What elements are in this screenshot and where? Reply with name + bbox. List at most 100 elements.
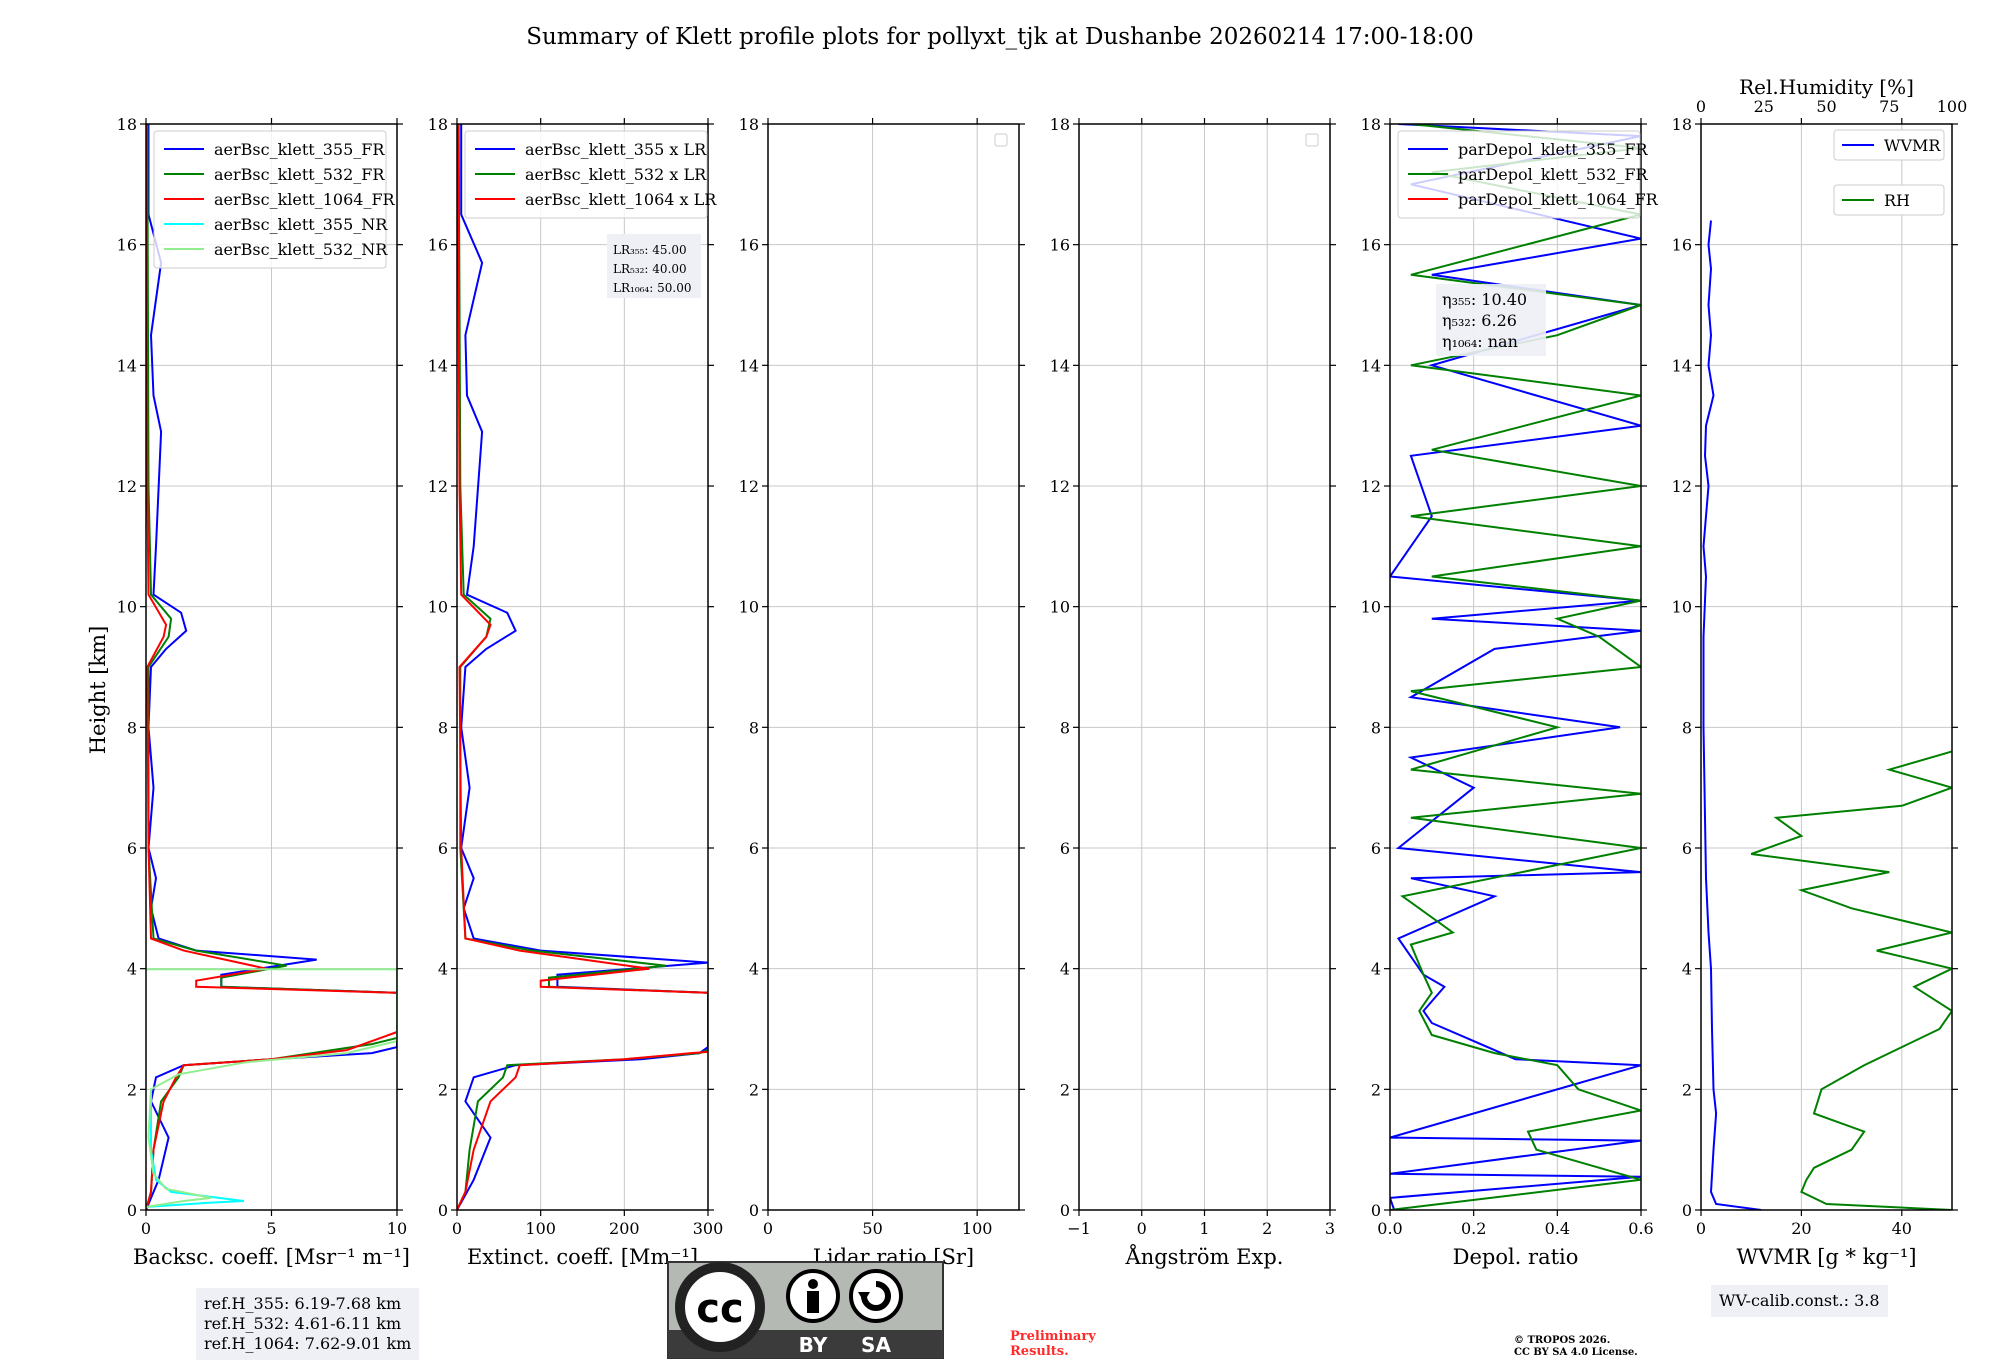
y-tick-label: 18 <box>739 115 759 134</box>
plot-frame <box>1078 123 1331 1211</box>
y-tick-label: 14 <box>1050 356 1070 375</box>
y-tick-label: 12 <box>1361 477 1381 496</box>
series-line-aerBsc_klett_1064 x LR <box>457 124 708 1210</box>
y-tick-label: 8 <box>1060 718 1070 737</box>
x-tick-label: 40 <box>1892 1219 1912 1238</box>
sa-share-arrow <box>861 1281 891 1311</box>
y-tick-label: 18 <box>1672 115 1692 134</box>
x-tick-label: 0 <box>452 1219 462 1238</box>
series-line-aerBsc_klett_1064_FR <box>146 124 397 1210</box>
y-tick-label: 8 <box>1682 718 1692 737</box>
y-tick-label: 18 <box>117 115 137 134</box>
x-tick-label: 0.2 <box>1461 1219 1486 1238</box>
y-tick-label: 16 <box>1672 236 1692 255</box>
eta-box <box>1436 284 1546 356</box>
y-tick-label: 8 <box>1371 718 1381 737</box>
x-axis-label: WVMR [g * kg⁻¹] <box>1736 1245 1916 1269</box>
eta-label: η₁₀₆₄: nan <box>1442 332 1518 351</box>
y-tick-label: 10 <box>739 598 759 617</box>
copyright-line-2: CC BY SA 4.0 License. <box>1514 1347 1638 1358</box>
legend-box <box>1833 184 1945 216</box>
wv-calibration-constant: WV-calib.const.: 3.8 <box>1719 1291 1880 1310</box>
y-tick-label: 4 <box>1371 960 1381 979</box>
y-tick-label: 0 <box>438 1201 448 1220</box>
y-tick-label: 6 <box>749 839 759 858</box>
y-tick-label: 14 <box>117 356 137 375</box>
y-tick-label: 12 <box>739 477 759 496</box>
x-axis-label: Extinct. coeff. [Mm⁻¹] <box>467 1245 698 1269</box>
y-tick-label: 6 <box>1371 839 1381 858</box>
panel-ext: 0 2 4 6 8 10 12 14 16 18 0 100 200 300 Extinct. coeff.… <box>428 115 724 1269</box>
legend-label: aerBsc_klett_355 x LR <box>525 140 707 159</box>
panel-depol: 0 2 4 6 8 10 12 14 16 18 0.0 0.2 0.4 0.6 Depol. ratio p… <box>1361 115 1659 1269</box>
series-line-aerBsc_klett_532_NR <box>146 968 397 1208</box>
y-tick-label: 16 <box>1050 236 1070 255</box>
y-tick-label: 10 <box>1050 598 1070 617</box>
y-tick-label: 4 <box>749 960 759 979</box>
x-tick-label: 0 <box>1696 1219 1706 1238</box>
x-tick-label: 50 <box>862 1219 882 1238</box>
y-tick-label: 6 <box>1060 839 1070 858</box>
y-tick-label: 10 <box>428 598 448 617</box>
y-tick-label: 4 <box>438 960 448 979</box>
x-tick-label: 5 <box>266 1219 276 1238</box>
x-tick-label: 0 <box>141 1219 151 1238</box>
series-line-aerBsc_klett_532 x LR <box>457 124 708 1210</box>
empty-legend-box <box>1305 133 1319 147</box>
legend-label: aerBsc_klett_532_NR <box>214 240 388 259</box>
cc-logo-text: cc <box>696 1286 743 1332</box>
plot-frame <box>456 123 709 1211</box>
y-tick-label: 2 <box>1682 1080 1692 1099</box>
x-axis-label: Ångström Exp. <box>1125 1244 1284 1269</box>
lidar-ratio-label: LR₅₃₂: 40.00 <box>613 262 687 276</box>
x-tick-label: 2 <box>1262 1219 1272 1238</box>
x-tick-label: 3 <box>1325 1219 1335 1238</box>
top-x-tick-label: 100 <box>1937 97 1968 116</box>
y-tick-label: 14 <box>1361 356 1381 375</box>
y-tick-label: 0 <box>127 1201 137 1220</box>
legend-label: aerBsc_klett_1064_FR <box>214 190 396 209</box>
y-tick-label: 12 <box>428 477 448 496</box>
y-tick-label: 2 <box>1060 1080 1070 1099</box>
series-line-WVMR <box>1702 220 1762 1210</box>
y-tick-label: 10 <box>117 598 137 617</box>
y-tick-label: 8 <box>749 718 759 737</box>
y-tick-label: 2 <box>127 1080 137 1099</box>
legend-label: parDepol_klett_1064_FR <box>1458 190 1659 209</box>
y-tick-label: 12 <box>117 477 137 496</box>
y-tick-label: 0 <box>1371 1201 1381 1220</box>
top-x-tick-label: 75 <box>1879 97 1899 116</box>
y-tick-label: 18 <box>428 115 448 134</box>
y-tick-label: 18 <box>1050 115 1070 134</box>
lidar-ratio-label: LR₁₀₆₄: 50.00 <box>613 281 691 295</box>
license-badge: cc BY SA <box>667 1261 944 1359</box>
x-tick-label: 0 <box>763 1219 773 1238</box>
y-tick-label: 8 <box>127 718 137 737</box>
y-tick-label: 16 <box>739 236 759 255</box>
y-tick-label: 0 <box>1682 1201 1692 1220</box>
x-tick-label: 20 <box>1791 1219 1811 1238</box>
y-tick-label: 8 <box>438 718 448 737</box>
panel-bsc: 0 2 4 6 8 10 12 14 16 18 0 5 10 Backsc. coeff. [Msr⁻¹… <box>117 115 410 1269</box>
ref-height-1064: ref.H_1064: 7.62-9.01 km <box>204 1334 412 1353</box>
x-tick-label: 0.4 <box>1545 1219 1570 1238</box>
preliminary-line-1: Preliminary <box>1010 1329 1096 1344</box>
plot-frame <box>1389 123 1642 1211</box>
x-tick-label: 0 <box>1137 1219 1147 1238</box>
y-tick-label: 2 <box>438 1080 448 1099</box>
y-tick-label: 18 <box>1361 115 1381 134</box>
legend-label: parDepol_klett_532_FR <box>1458 165 1649 184</box>
y-tick-label: 6 <box>1682 839 1692 858</box>
legend-label: aerBsc_klett_532_FR <box>214 165 385 184</box>
y-tick-label: 0 <box>749 1201 759 1220</box>
legend-box <box>1833 129 1945 161</box>
legend-label: aerBsc_klett_1064 x LR <box>525 190 717 209</box>
y-tick-label: 10 <box>1672 598 1692 617</box>
x-tick-label: 10 <box>387 1219 407 1238</box>
y-tick-label: 4 <box>1060 960 1070 979</box>
empty-legend-box <box>994 133 1008 147</box>
cc-logo-icon <box>675 1262 765 1352</box>
legend-box <box>464 130 708 219</box>
y-tick-label: 4 <box>1682 960 1692 979</box>
